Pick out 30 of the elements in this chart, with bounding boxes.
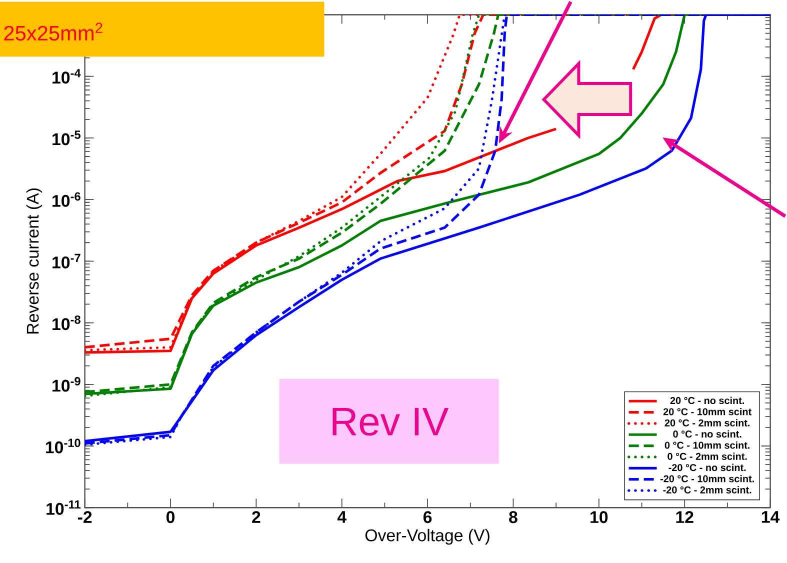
x-tick-label: 6 bbox=[423, 510, 432, 523]
legend-label: -20 °C - 2mm scint. bbox=[663, 486, 752, 494]
legend-label: 0 °C - 2mm scint. bbox=[668, 452, 747, 460]
x-tick-label: 8 bbox=[509, 510, 518, 523]
legend-label: 20 °C - no scint. bbox=[670, 396, 744, 404]
x-tick-label: 4 bbox=[337, 510, 346, 523]
annotation: Rev IV bbox=[332, 408, 449, 436]
y-tick-label: 10$^{-10}$ bbox=[46, 438, 80, 454]
x-tick-label: 14 bbox=[762, 510, 780, 523]
legend-label: 20 °C - 10mm scint bbox=[663, 408, 752, 415]
legend-label: 20 °C - 2mm scint. bbox=[664, 418, 750, 426]
y-tick-label: 10$^{-9}$ bbox=[52, 376, 80, 392]
legend-label: -20 °C - no scint. bbox=[668, 464, 746, 471]
y-tick-label: 10$^{-11}$ bbox=[46, 500, 80, 515]
legend-label: 0 °C - 10mm scint. bbox=[664, 441, 750, 449]
y-tick-label: 10$^{-6}$ bbox=[52, 192, 80, 207]
x-tick-label: 10 bbox=[590, 510, 608, 523]
x-tick-label: -2 bbox=[78, 510, 92, 523]
y-axis-title: Reverse current (A) bbox=[26, 188, 42, 334]
y-tick-label: 10$^{-5}$ bbox=[52, 130, 80, 145]
annotation: 25x25mm$^{2}$ bbox=[4, 22, 102, 40]
x-axis-title: Over-Voltage (V) bbox=[365, 528, 490, 544]
x-tick-label: 12 bbox=[676, 510, 694, 523]
y-tick-label: 10$^{-7}$ bbox=[52, 254, 80, 268]
y-tick-label: 10$^{-8}$ bbox=[52, 315, 80, 330]
y-tick-label: 10$^{-4}$ bbox=[52, 68, 81, 84]
x-tick-label: 0 bbox=[166, 510, 174, 523]
x-tick-label: 2 bbox=[252, 510, 260, 523]
legend-label: 0 °C - no scint. bbox=[673, 430, 742, 438]
legend-label: -20 °C - 10mm scint. bbox=[660, 474, 754, 482]
